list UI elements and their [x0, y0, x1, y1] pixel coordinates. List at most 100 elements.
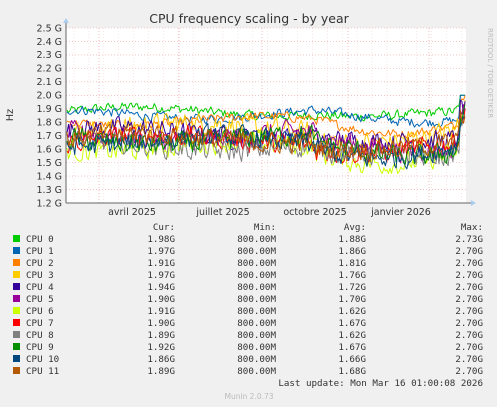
- legend-max: 2.70G: [455, 330, 483, 341]
- legend-swatch: [13, 343, 20, 350]
- legend-max: 2.70G: [455, 258, 483, 269]
- legend-cur: 1.91G: [147, 306, 175, 317]
- col-header-max: Max:: [461, 222, 483, 233]
- legend-avg: 1.67G: [338, 342, 366, 353]
- legend-min: 800.00M: [237, 270, 276, 281]
- legend-max: 2.70G: [455, 342, 483, 353]
- legend-swatch: [13, 283, 20, 290]
- col-header-min: Min:: [254, 222, 276, 233]
- legend-avg: 1.67G: [338, 318, 366, 329]
- series-line-cpu-9: [66, 104, 466, 165]
- legend-cur: 1.94G: [147, 282, 175, 293]
- munin-version: Munin 2.0.73: [224, 392, 273, 401]
- legend-min: 800.00M: [237, 294, 276, 305]
- series-line-cpu-4: [66, 99, 466, 155]
- legend-avg: 1.86G: [338, 246, 366, 257]
- legend-cur: 1.91G: [147, 258, 175, 269]
- series-lines: [66, 94, 466, 174]
- legend-cur: 1.98G: [147, 234, 175, 245]
- legend-swatch: [13, 319, 20, 326]
- legend-avg: 1.88G: [338, 234, 366, 245]
- legend-name: CPU 5: [26, 294, 54, 305]
- legend-cur: 1.90G: [147, 318, 175, 329]
- series-line-cpu-10: [66, 116, 466, 170]
- x-tick-label: janvier 2026: [370, 207, 431, 218]
- y-tick-label: 2.3 G: [37, 50, 63, 61]
- legend-name: CPU 1: [26, 246, 54, 257]
- legend-avg: 1.81G: [338, 258, 366, 269]
- y-tick-label: 1.8 G: [37, 118, 63, 129]
- y-tick-label: 2.5 G: [37, 23, 63, 34]
- legend-cur: 1.89G: [147, 330, 175, 341]
- legend-name: CPU 6: [26, 306, 54, 317]
- legend-swatch: [13, 331, 20, 338]
- legend-swatch: [13, 235, 20, 242]
- legend-min: 800.00M: [237, 330, 276, 341]
- legend-max: 2.70G: [455, 354, 483, 365]
- y-tick-label: 1.4 G: [37, 171, 63, 182]
- y-tick-label: 1.2 G: [37, 198, 63, 209]
- y-tick-label: 2.4 G: [37, 37, 63, 48]
- legend-name: CPU 10: [26, 354, 59, 365]
- x-tick-label: avril 2025: [108, 207, 156, 218]
- y-tick-label: 2.2 G: [37, 64, 63, 75]
- legend-avg: 1.62G: [338, 306, 366, 317]
- legend-max: 2.70G: [455, 294, 483, 305]
- legend-avg: 1.72G: [338, 282, 366, 293]
- legend-name: CPU 4: [26, 282, 54, 293]
- legend-swatch: [13, 355, 20, 362]
- legend-max: 2.70G: [455, 318, 483, 329]
- legend-cur: 1.97G: [147, 270, 175, 281]
- legend-name: CPU 7: [26, 318, 54, 329]
- last-update: Last update: Mon Mar 16 01:00:08 2026: [278, 378, 483, 389]
- legend-cur: 1.97G: [147, 246, 175, 257]
- x-tick-label: juillet 2025: [195, 207, 249, 218]
- legend-min: 800.00M: [237, 318, 276, 329]
- legend-swatch: [13, 367, 20, 374]
- legend-cur: 1.90G: [147, 294, 175, 305]
- y-axis-label: Hz: [5, 109, 16, 121]
- legend-min: 800.00M: [237, 282, 276, 293]
- chart-title: CPU frequency scaling - by year: [149, 11, 349, 26]
- legend-swatch: [13, 295, 20, 302]
- legend-max: 2.70G: [455, 306, 483, 317]
- legend-cur: 1.86G: [147, 354, 175, 365]
- axes: [63, 18, 476, 206]
- plot-area: [63, 18, 476, 206]
- legend-avg: 1.70G: [338, 294, 366, 305]
- legend-cur: 1.92G: [147, 342, 175, 353]
- legend-swatch: [13, 307, 20, 314]
- legend-name: CPU 0: [26, 234, 54, 245]
- legend-name: CPU 8: [26, 330, 54, 341]
- legend-max: 2.73G: [455, 234, 483, 245]
- y-tick-label: 2.1 G: [37, 77, 63, 88]
- legend-name: CPU 9: [26, 342, 54, 353]
- series-line-cpu-6: [66, 114, 466, 174]
- legend-max: 2.70G: [455, 282, 483, 293]
- legend-swatch: [13, 271, 20, 278]
- legend-max: 2.70G: [455, 246, 483, 257]
- y-tick-label: 1.9 G: [37, 104, 63, 115]
- legend-min: 800.00M: [237, 366, 276, 377]
- legend-name: CPU 3: [26, 270, 54, 281]
- col-header-avg: Avg:: [344, 222, 366, 233]
- legend-avg: 1.62G: [338, 330, 366, 341]
- legend-swatch: [13, 247, 20, 254]
- y-tick-label: 2.0 G: [37, 91, 63, 102]
- y-tick-label: 1.3 G: [37, 185, 63, 196]
- legend-max: 2.70G: [455, 366, 483, 377]
- legend-min: 800.00M: [237, 306, 276, 317]
- series-line-cpu-11: [66, 109, 466, 163]
- legend-cur: 1.89G: [147, 366, 175, 377]
- legend-max: 2.70G: [455, 270, 483, 281]
- legend-avg: 1.68G: [338, 366, 366, 377]
- legend-name: CPU 11: [26, 366, 59, 377]
- y-tick-label: 1.7 G: [37, 131, 63, 142]
- y-tick-label: 1.6 G: [37, 144, 63, 155]
- legend-min: 800.00M: [237, 342, 276, 353]
- x-tick-label: octobre 2025: [283, 207, 346, 218]
- legend: Cur: Min: Avg: Max: CPU 0 1.98G 800.00M 1.8…: [13, 222, 483, 377]
- legend-avg: 1.76G: [338, 270, 366, 281]
- legend-swatch: [13, 259, 20, 266]
